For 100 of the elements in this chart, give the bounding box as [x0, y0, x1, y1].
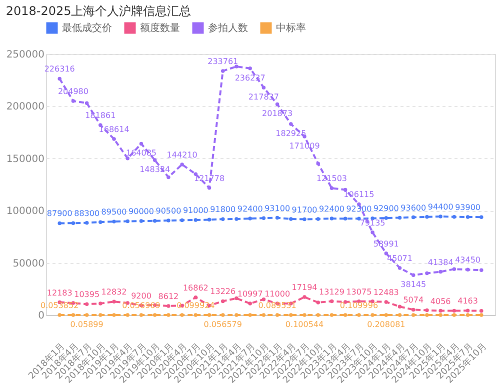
point: [152, 158, 157, 162]
point: [425, 308, 429, 312]
point: [343, 313, 348, 317]
data-label: 87900: [46, 209, 72, 218]
point: [112, 137, 116, 141]
point: [398, 266, 402, 270]
point: [425, 271, 429, 276]
point: [452, 313, 456, 317]
data-label: 41384: [428, 258, 454, 267]
point: [480, 215, 484, 219]
point: [221, 217, 225, 222]
data-label: 91700: [292, 205, 318, 214]
point: [262, 216, 266, 220]
point: [234, 313, 238, 317]
y-tick-label: 150000: [6, 154, 44, 165]
point: [316, 162, 320, 166]
data-label: 4163: [458, 296, 478, 306]
point: [98, 302, 102, 306]
chart-title: 2018-2025上海个人沪牌信息汇总: [6, 4, 192, 18]
data-label: 91000: [182, 206, 208, 215]
point: [262, 297, 266, 302]
data-label: 9200: [131, 291, 152, 300]
data-label: 236237: [234, 73, 266, 82]
point: [58, 221, 62, 226]
point: [466, 268, 470, 272]
point: [302, 295, 306, 299]
point: [466, 215, 470, 219]
point: [166, 218, 170, 222]
data-label: 79135: [360, 218, 386, 228]
point: [58, 313, 62, 317]
data-label: 13226: [210, 287, 236, 296]
point: [180, 218, 184, 222]
point: [71, 99, 76, 103]
legend-label: 中标率: [276, 22, 306, 34]
y-tick-label: 50000: [12, 258, 44, 270]
data-label: 12183: [46, 288, 72, 298]
point: [112, 220, 116, 224]
point: [289, 313, 293, 317]
point: [480, 313, 484, 317]
data-label: 0.109996: [340, 301, 378, 310]
point: [384, 252, 388, 256]
data-label: 92400: [319, 204, 344, 214]
point: [384, 216, 388, 220]
data-label: 0.099924: [176, 301, 215, 310]
data-label: 0.100544: [285, 320, 324, 329]
data-label: 13129: [319, 287, 344, 296]
point: [302, 313, 306, 317]
point: [84, 101, 89, 105]
point: [71, 221, 76, 225]
data-label: 88300: [74, 208, 100, 218]
legend-label: 最低成交价: [62, 22, 112, 34]
point: [438, 313, 442, 317]
point: [84, 313, 89, 317]
point: [194, 218, 198, 222]
data-label: 217837: [248, 92, 279, 102]
data-label: 90500: [156, 206, 182, 216]
data-label: 43450: [455, 256, 481, 265]
point: [398, 216, 402, 220]
point: [330, 186, 334, 190]
y-tick-label: 100000: [6, 206, 44, 218]
point: [139, 142, 144, 146]
point: [139, 219, 144, 223]
data-label: 10395: [74, 290, 100, 300]
legend-label: 参拍人数: [208, 22, 248, 34]
point: [384, 300, 388, 304]
point: [166, 175, 170, 180]
data-label: 226316: [44, 64, 75, 74]
point: [166, 313, 170, 317]
data-label: 90000: [128, 207, 154, 216]
point: [207, 218, 212, 222]
point: [84, 220, 89, 225]
point: [248, 216, 252, 220]
point: [152, 218, 157, 223]
point: [357, 216, 361, 221]
data-label: 92900: [373, 204, 399, 214]
data-label: 94400: [428, 202, 454, 212]
data-label: 12832: [101, 288, 127, 297]
data-label: 0.089531: [258, 301, 296, 310]
point: [194, 296, 198, 300]
data-label: 58991: [373, 239, 399, 248]
data-label: 45071: [387, 254, 412, 263]
point: [221, 299, 225, 304]
y-tick-label: 0: [38, 310, 44, 322]
data-label: 204980: [58, 87, 88, 96]
point: [180, 162, 184, 166]
point: [98, 220, 102, 224]
point: [370, 230, 374, 234]
data-label: 91800: [210, 205, 236, 214]
point: [126, 156, 130, 160]
point: [139, 313, 144, 317]
point: [357, 313, 361, 317]
point: [248, 302, 252, 306]
data-label: 16862: [182, 283, 208, 292]
data-label: 144210: [166, 150, 198, 160]
point: [84, 302, 89, 306]
point: [262, 86, 266, 90]
data-label: 4056: [430, 296, 451, 306]
data-label: 10997: [237, 290, 263, 299]
point: [411, 313, 416, 317]
point: [438, 214, 442, 218]
